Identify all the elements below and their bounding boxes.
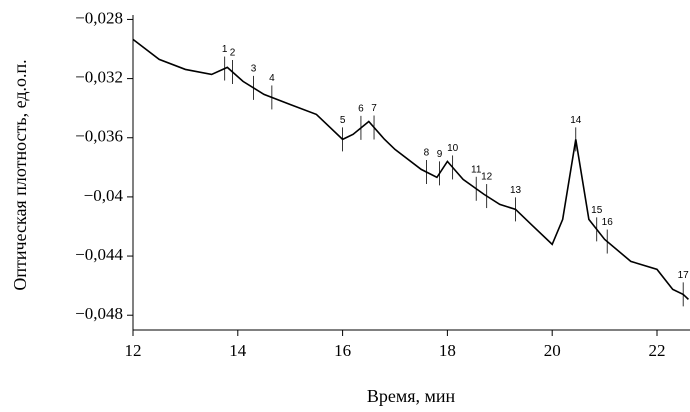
peak-label: 3 xyxy=(251,64,257,75)
peak-label: 16 xyxy=(602,217,614,228)
peak-label: 11 xyxy=(471,164,482,175)
peak-label: 12 xyxy=(481,172,493,183)
peak-label: 10 xyxy=(447,143,459,154)
line xyxy=(132,38,689,300)
peak-label: 2 xyxy=(230,48,236,59)
x-tick-label: 12 xyxy=(125,341,142,360)
peak-label: 7 xyxy=(371,103,377,114)
peak-label: 14 xyxy=(570,115,582,126)
peak-label: 15 xyxy=(591,205,603,216)
peak-label: 4 xyxy=(269,73,275,84)
peak-label: 9 xyxy=(437,149,443,160)
peak-label: 1 xyxy=(222,44,228,55)
y-tick-label: −0,044 xyxy=(75,245,123,264)
y-tick-label: −0,028 xyxy=(75,8,123,27)
x-axis-title: Время, мин xyxy=(367,386,456,406)
peak-label: 6 xyxy=(358,104,364,115)
y-axis-title: Оптическая плотность, ед.о.п. xyxy=(10,59,30,290)
x-tick-label: 14 xyxy=(229,341,247,360)
y-tick-label: −0,036 xyxy=(75,127,123,146)
x-tick-label: 16 xyxy=(334,341,351,360)
peak-label: 5 xyxy=(340,115,346,126)
x-tick-label: 22 xyxy=(648,341,665,360)
x-tick-label: 18 xyxy=(439,341,456,360)
y-tick-label: −0,048 xyxy=(75,304,123,323)
peak-label: 8 xyxy=(424,148,430,159)
y-tick-label: −0,032 xyxy=(75,67,123,86)
peak-label: 17 xyxy=(678,270,690,281)
y-tick-label: −0,04 xyxy=(84,186,124,205)
peak-label: 13 xyxy=(510,185,522,196)
x-tick-label: 20 xyxy=(544,341,561,360)
